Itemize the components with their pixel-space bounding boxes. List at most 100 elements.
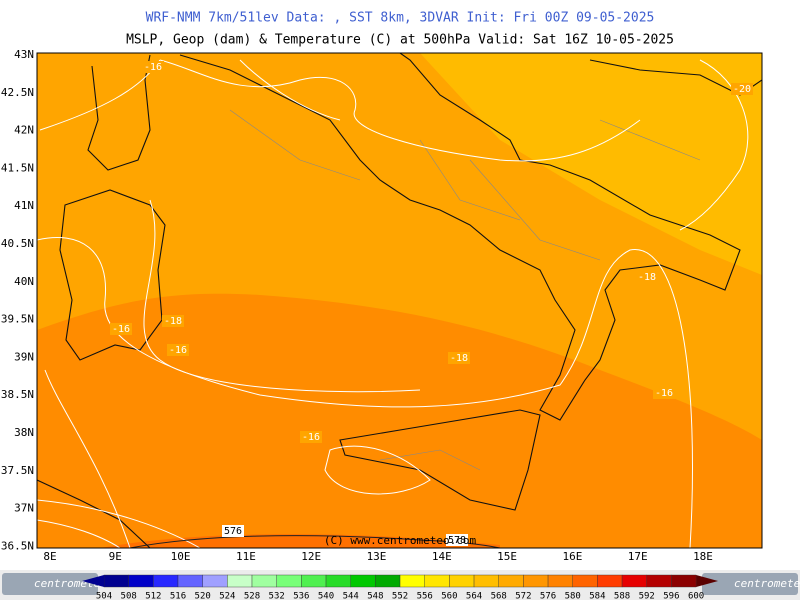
colorbar-label: 552 xyxy=(392,592,408,601)
latitude-label: 42N xyxy=(14,124,34,137)
latitude-label: 40.5N xyxy=(1,237,34,250)
colorbar-cell xyxy=(597,574,623,588)
colorbar-cell xyxy=(498,574,524,588)
colorbar-cell xyxy=(153,574,179,588)
colorbar-label: 544 xyxy=(343,592,359,601)
colorbar-cell xyxy=(202,574,228,588)
colorbar-label: 568 xyxy=(491,592,507,601)
colorbar-cell xyxy=(301,574,327,588)
contour-label: -16 xyxy=(302,432,320,443)
colorbar-cell xyxy=(325,574,351,588)
colorbar-label: 504 xyxy=(96,592,112,601)
colorbar-arrow xyxy=(696,575,719,587)
latitude-label: 42.5N xyxy=(1,86,34,99)
contour-label-box xyxy=(446,534,468,546)
longitude-label: 17E xyxy=(628,550,648,563)
map xyxy=(37,53,762,548)
latitude-label: 39N xyxy=(14,350,34,363)
colorbar-arrow xyxy=(82,575,104,587)
colorbar-label: 508 xyxy=(121,592,137,601)
colorbar-label: 564 xyxy=(466,592,482,601)
logo-left xyxy=(2,573,98,595)
colorbar-cell xyxy=(572,574,598,588)
contour-label-box xyxy=(731,83,753,95)
colorbar-label: 580 xyxy=(565,592,581,601)
longitude-label: 9E xyxy=(109,550,122,563)
longitude-label: 18E xyxy=(693,550,713,563)
longitude-label: 13E xyxy=(367,550,387,563)
contour-label: 576 xyxy=(224,526,242,537)
contour-label: -16 xyxy=(169,345,187,356)
longitude-label: 11E xyxy=(236,550,256,563)
longitude-label: 16E xyxy=(562,550,582,563)
contour-label-box xyxy=(110,323,132,335)
colorbar-cell xyxy=(375,574,401,588)
logo-right xyxy=(702,573,798,595)
contour-label-box xyxy=(167,344,189,356)
contour-label: -16 xyxy=(655,388,673,399)
latitude-label: 41.5N xyxy=(1,161,34,174)
colorbar-cell xyxy=(646,574,672,588)
colorbar-cell xyxy=(128,574,154,588)
colorbar-cell xyxy=(177,574,203,588)
colorbar-label: 596 xyxy=(663,592,679,601)
colorbar-label: 592 xyxy=(639,592,655,601)
colorbar-label: 584 xyxy=(589,592,605,601)
longitude-label: 15E xyxy=(497,550,517,563)
colorbar-cell xyxy=(621,574,647,588)
contour-label-box xyxy=(653,387,675,399)
map-annotations: 43N 42.5N 42N 41.5N 41N 40.5N 40N 39.5N 39N 38.5N… xyxy=(1,48,753,563)
map-frame xyxy=(36,52,763,549)
contour-label-box xyxy=(222,525,244,537)
colorbar-cell xyxy=(276,574,302,588)
longitude-label: 8E xyxy=(43,550,56,563)
contour-label: -16 xyxy=(144,62,162,73)
colorbar-label: 576 xyxy=(540,592,556,601)
colorbar-label: 600 xyxy=(688,592,704,601)
colorbar-cell xyxy=(473,574,499,588)
colorbar-cell xyxy=(227,574,253,588)
contour-label-box xyxy=(636,271,658,283)
logo-text: centrometeo xyxy=(734,577,800,590)
colorbar-label: 520 xyxy=(195,592,211,601)
contour-label-box xyxy=(162,315,184,327)
colorbar-label: 588 xyxy=(614,592,630,601)
colorbar-label: 532 xyxy=(269,592,285,601)
colorbar-cell xyxy=(399,574,425,588)
contour-label-box xyxy=(300,431,322,443)
colorbar-label: 528 xyxy=(244,592,260,601)
contour-label-box xyxy=(448,352,470,364)
longitude-label: 10E xyxy=(171,550,191,563)
latitude-label: 40N xyxy=(14,275,34,288)
latitude-label: 41N xyxy=(14,199,34,212)
latitude-label: 38.5N xyxy=(1,388,34,401)
colorbar-label: 516 xyxy=(170,592,186,601)
longitude-label: 14E xyxy=(432,550,452,563)
latitude-label: 39.5N xyxy=(1,313,34,326)
title-line-2: MSLP, Geop (dam) & Temperature (C) at 50… xyxy=(126,33,674,48)
colorbar-cell xyxy=(449,574,475,588)
contour-label: -18 xyxy=(638,272,656,283)
colorbar-label: 524 xyxy=(219,592,235,601)
latitude-label: 37N xyxy=(14,502,34,515)
colorbar-label: 540 xyxy=(318,592,334,601)
colorbar-label: 536 xyxy=(293,592,309,601)
contour-label: -18 xyxy=(164,316,182,327)
contour-label: -20 xyxy=(733,84,751,95)
colorbar-cell xyxy=(424,574,450,588)
longitude-label: 12E xyxy=(301,550,321,563)
latitude-label: 38N xyxy=(14,426,34,439)
contour-label: 578 xyxy=(448,535,466,546)
colorbar-label: 512 xyxy=(145,592,161,601)
colorbar-label: 548 xyxy=(367,592,383,601)
latitude-label: 36.5N xyxy=(1,539,34,552)
latitude-label: 37.5N xyxy=(1,464,34,477)
colorbar-cell xyxy=(103,574,129,588)
contour-label: -16 xyxy=(112,324,130,335)
copyright: (C) www.centrometeo.com xyxy=(324,534,477,547)
contour-label-box xyxy=(142,61,164,73)
title-line-1: WRF-NMM 7km/51lev Data: , SST 8km, 3DVAR… xyxy=(146,11,655,26)
colorbar-cell xyxy=(547,574,573,588)
colorbar-cell xyxy=(671,574,697,588)
